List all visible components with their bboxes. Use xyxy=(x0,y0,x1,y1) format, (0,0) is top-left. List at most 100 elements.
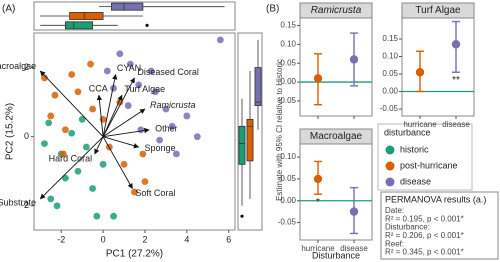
point xyxy=(193,133,201,141)
y-tick-label: -2 xyxy=(21,200,29,210)
point xyxy=(62,126,69,134)
point xyxy=(216,36,224,44)
point xyxy=(135,81,143,89)
permanova-line: Disturbance: xyxy=(385,223,430,232)
box xyxy=(69,12,104,20)
significance: * xyxy=(316,197,320,208)
loading-arrow xyxy=(102,94,123,137)
loading-arrow xyxy=(39,136,104,200)
plot-frame xyxy=(401,17,475,117)
point xyxy=(45,119,53,127)
point xyxy=(156,136,164,144)
point xyxy=(47,112,55,120)
point xyxy=(139,150,147,158)
point xyxy=(41,140,48,147)
legend-label: historic xyxy=(400,144,429,154)
point xyxy=(99,160,107,168)
y-tick-label: 0.00 xyxy=(382,87,398,96)
box xyxy=(238,125,246,165)
point xyxy=(74,167,82,175)
box xyxy=(254,67,262,106)
legend-title: disturbance xyxy=(384,127,431,137)
legend-label: post-hurricane xyxy=(400,160,458,170)
x-tick-label: 0 xyxy=(101,234,106,244)
point xyxy=(451,40,461,49)
y-tick-label: 0.05 xyxy=(280,58,296,67)
facet-title: Macroalgae xyxy=(310,131,363,142)
point xyxy=(313,74,323,83)
significance: ** xyxy=(452,75,460,86)
plot-frame xyxy=(299,143,373,241)
y-tick-label: 0.15 xyxy=(280,21,296,30)
y-tick-label: -0.05 xyxy=(380,104,399,113)
permanova-title: PERMANOVA results (a.) xyxy=(385,194,486,204)
point xyxy=(74,88,82,96)
box xyxy=(111,2,144,11)
box xyxy=(246,119,254,162)
box xyxy=(65,21,94,30)
outlier xyxy=(145,23,149,27)
x-tick-label: -2 xyxy=(57,234,65,244)
x-tick-label: 6 xyxy=(226,234,231,244)
point xyxy=(103,67,111,75)
point xyxy=(137,126,145,134)
y-tick-label: 0.10 xyxy=(280,152,296,161)
loading-arrow xyxy=(39,70,104,137)
loading-label: Soft Coral xyxy=(135,188,175,198)
y-tick-label: 0.00 xyxy=(280,196,296,205)
point xyxy=(168,122,176,130)
point xyxy=(47,195,55,203)
point xyxy=(59,150,67,158)
point xyxy=(126,60,134,68)
y-tick-label: 2 xyxy=(24,62,29,72)
y-tick-label: 0.00 xyxy=(280,77,296,86)
facet-title: Turf Algae xyxy=(415,5,461,16)
loading-arrow xyxy=(102,136,133,189)
permanova-line: Reef: xyxy=(385,239,404,248)
point xyxy=(120,160,128,168)
x-tick-label: disease xyxy=(340,244,368,253)
loading-arrow xyxy=(102,136,140,149)
point xyxy=(349,55,359,64)
y-tick-label: -0.05 xyxy=(278,218,297,227)
legend-box xyxy=(377,123,473,191)
y-tick-label: 0.10 xyxy=(382,52,398,61)
y-tick-label: -0.05 xyxy=(278,96,297,105)
x-tick-label: 2 xyxy=(142,234,147,244)
point xyxy=(172,150,180,158)
point xyxy=(62,174,69,182)
permanova-line: R² = 0.345, p < 0.001* xyxy=(385,248,464,257)
loading-arrow xyxy=(102,77,135,137)
loading-label: Ramicrusta xyxy=(150,100,196,110)
x-axis-label: PC1 (27.2%) xyxy=(106,249,163,260)
y-axis-label: PC2 (15.2%) xyxy=(5,103,16,160)
y-tick-label: 0 xyxy=(24,131,29,141)
plot-frame xyxy=(299,17,373,117)
permanova-line: Date: xyxy=(385,206,404,215)
loading-label: CYAN xyxy=(117,63,141,73)
point xyxy=(162,105,170,113)
point xyxy=(68,71,76,78)
legend-label: disease xyxy=(400,176,431,186)
point xyxy=(89,105,97,113)
loading-label: Turf Algae xyxy=(124,84,165,94)
point xyxy=(141,178,149,186)
point xyxy=(313,174,323,184)
point xyxy=(152,88,159,96)
legend-swatch xyxy=(385,161,395,171)
point xyxy=(53,202,61,210)
x-tick-label: hurricane xyxy=(403,120,437,129)
x-axis-label: Disturbance xyxy=(312,250,360,260)
point xyxy=(124,102,132,109)
y-tick-label: 0.05 xyxy=(382,69,398,78)
legend-swatch xyxy=(385,177,395,187)
point xyxy=(110,84,117,92)
point xyxy=(51,91,59,99)
point xyxy=(89,185,97,192)
permanova-line: R² = 0.195, p < 0.001* xyxy=(385,214,464,223)
loading-label: CCA xyxy=(89,84,108,94)
point xyxy=(116,50,124,58)
loading-label: Substrate xyxy=(0,197,36,207)
loading-arrow xyxy=(96,94,104,137)
